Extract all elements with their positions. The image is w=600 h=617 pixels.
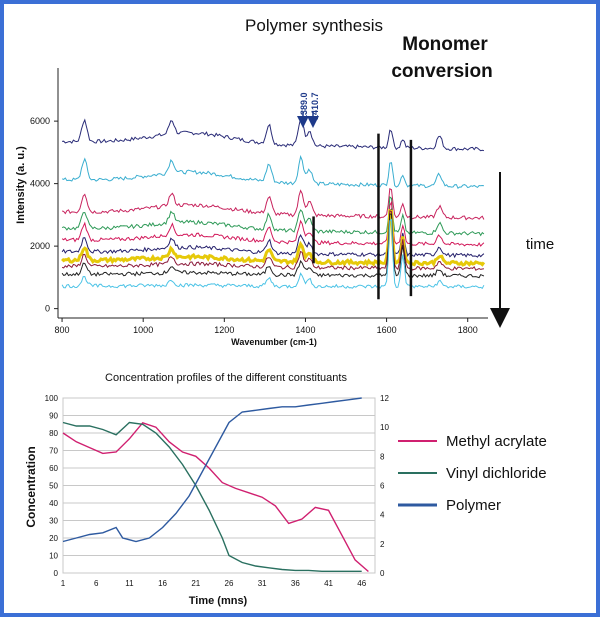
- spectra-y-tick-label: 4000: [30, 179, 50, 189]
- concentration-y2-tick-label: 2: [380, 540, 385, 549]
- series-line-methyl-acrylate: [62, 421, 369, 573]
- legend-label: Methyl acrylate: [446, 433, 547, 450]
- concentration-x-tick-label: 26: [225, 579, 234, 588]
- annotation-polymer: Polymer synthesis: [245, 16, 383, 35]
- spectrum-line: [61, 200, 485, 247]
- concentration-gridlines: [63, 397, 375, 574]
- spectrum-line: [61, 188, 485, 221]
- time-label: time: [526, 236, 554, 253]
- annotation-conversion: conversion: [391, 61, 492, 82]
- concentration-x-label: Time (mns): [189, 595, 248, 607]
- spectrum-line: [61, 208, 486, 268]
- concentration-y-label: Concentration: [24, 446, 38, 527]
- spectrum-line: [61, 218, 485, 289]
- spectra-x-tick-label: 1600: [377, 325, 397, 335]
- concentration-x-tick-label: 11: [125, 579, 134, 588]
- concentration-y-tick-label: 20: [49, 534, 58, 543]
- concentration-y-tick-label: 40: [49, 499, 58, 508]
- concentration-y-tick-label: 100: [45, 394, 59, 403]
- concentration-legend: Methyl acrylate Vinyl dichloride Polymer: [398, 433, 547, 514]
- legend-label: Polymer: [446, 497, 501, 514]
- spectrum-line: [61, 154, 484, 189]
- spectra-x-label: Wavenumber (cm-1): [231, 337, 317, 347]
- spectra-marker-lines: [312, 133, 413, 300]
- concentration-y-tick-label: 10: [49, 552, 58, 561]
- spectra-x-tick-label: 1800: [458, 325, 478, 335]
- spectra-x-tick-label: 1000: [133, 325, 153, 335]
- concentration-y2-tick-label: 12: [380, 394, 389, 403]
- concentration-title: Concentration profiles of the different …: [105, 372, 347, 384]
- peak-label-1389: 1389.0: [299, 92, 309, 120]
- concentration-series: [62, 397, 369, 573]
- spectra-x-tick-label: 1400: [295, 325, 315, 335]
- series-line-vinyl-dichloride: [62, 421, 362, 572]
- concentration-y-tick-label: 80: [49, 429, 58, 438]
- spectra-ticks: 800 1000 1200 1400 1600 1800 0 2000 4000 6000: [30, 116, 478, 335]
- concentration-x-tick-label: 41: [324, 579, 333, 588]
- spectrum-line: [61, 196, 485, 237]
- concentration-y-tick-label: 0: [54, 569, 59, 578]
- spectra-y-tick-label: 6000: [30, 116, 50, 126]
- concentration-y2-tick-label: 10: [380, 423, 389, 432]
- concentration-x-tick-label: 31: [258, 579, 267, 588]
- concentration-x-tick-label: 21: [191, 579, 200, 588]
- spectra-chart: 800 1000 1200 1400 1600 1800 0 2000 4000 6000 Wav…: [15, 16, 554, 347]
- spectrum-line: [61, 210, 484, 271]
- legend-label: Vinyl dichloride: [446, 465, 547, 482]
- spectra-y-tick-label: 0: [45, 304, 50, 314]
- spectrum-line: [61, 208, 485, 259]
- series-line-polymer: [62, 397, 362, 543]
- spectrum-line: [62, 116, 484, 152]
- annotation-monomer: Monomer: [402, 34, 488, 55]
- spectra-y-label: Intensity (a. u.): [15, 146, 27, 224]
- concentration-y2-tick-label: 6: [380, 482, 385, 491]
- concentration-y-tick-label: 50: [49, 482, 58, 491]
- spectra-x-tick-label: 1200: [214, 325, 234, 335]
- concentration-x-tick-label: 36: [291, 579, 300, 588]
- peak-label-1410: 1410.7: [310, 92, 320, 120]
- concentration-x-tick-label: 16: [158, 579, 167, 588]
- concentration-y-tick-label: 70: [49, 447, 58, 456]
- concentration-y-tick-label: 90: [49, 412, 58, 421]
- concentration-y2-tick-label: 0: [380, 569, 385, 578]
- spectra-y-tick-label: 2000: [30, 241, 50, 251]
- concentration-x-tick-label: 1: [61, 579, 66, 588]
- spectra-lines: [61, 116, 486, 289]
- spectra-x-tick-label: 800: [55, 325, 70, 335]
- concentration-y2-tick-label: 8: [380, 452, 385, 461]
- concentration-y2-tick-label: 4: [380, 511, 385, 520]
- concentration-y-tick-label: 30: [49, 517, 58, 526]
- concentration-chart: Concentration profiles of the different …: [24, 372, 547, 607]
- concentration-x-tick-label: 46: [357, 579, 366, 588]
- spectrum-line: [61, 213, 485, 279]
- concentration-y-tick-label: 60: [49, 464, 58, 473]
- concentration-x-tick-label: 6: [94, 579, 99, 588]
